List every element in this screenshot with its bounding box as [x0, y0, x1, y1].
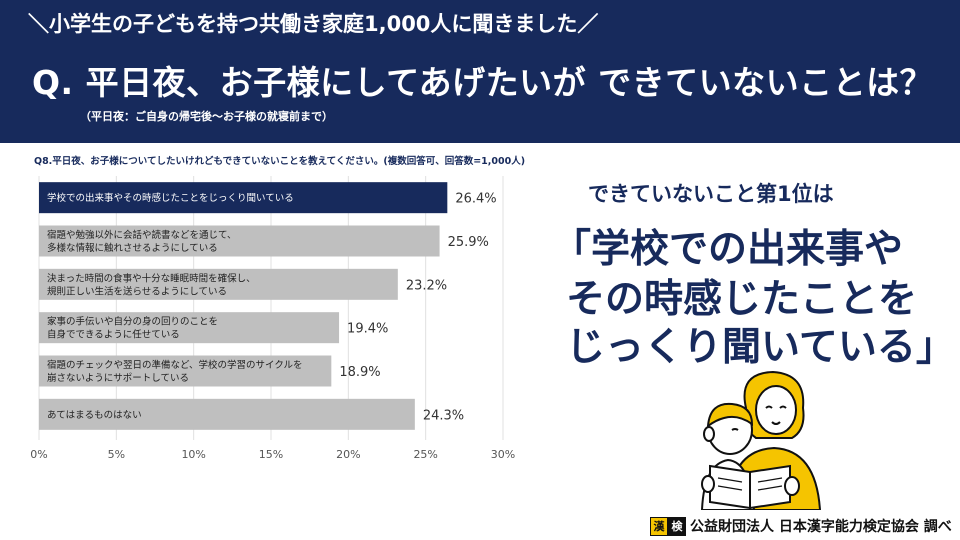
bar	[39, 268, 398, 300]
bar	[39, 398, 415, 430]
category-label: 規則正しい生活を送らせるようにしている	[47, 285, 227, 297]
bar	[39, 312, 340, 344]
x-tick-label: 0%	[30, 448, 47, 461]
bar	[39, 225, 440, 257]
parent-child-reading-illustration	[700, 370, 822, 510]
category-label: 自身でできるように任せている	[47, 329, 180, 341]
value-label: 24.3%	[423, 408, 464, 423]
value-label: 25.9%	[448, 235, 489, 250]
category-label: 宿題や勉強以外に会話や読書などを通じて、	[47, 229, 237, 241]
value-label: 26.4%	[455, 192, 496, 207]
callout-line-2: その時感じたことを	[566, 277, 918, 322]
bar-chart: 0% 5% 10% 15% 20% 25% 30% 学校での出来事やその時感じたことをじっくり…	[30, 176, 515, 461]
x-tick-label: 10%	[181, 448, 205, 461]
header-banner: ＼小学生の子どもを持つ共働き家庭1,000人に聞きました／ Q. 平日夜、お子様…	[0, 0, 960, 143]
category-label: 宿題のチェックや翌日の準備など、学校の学習のサイクルを	[47, 359, 303, 371]
value-label: 19.4%	[347, 322, 388, 337]
credit-text: 公益財団法人 日本漢字能力検定協会 調べ	[690, 519, 952, 535]
x-tick-label: 5%	[108, 448, 125, 461]
category-label: 決まった時間の食事や十分な睡眠時間を確保し、	[47, 272, 256, 284]
category-label: 崩さないようにサポートしている	[47, 372, 189, 384]
kanken-logo: 漢 検	[650, 516, 686, 536]
question-note: （平日夜：ご自身の帰宅後〜お子様の就寝前まで）	[80, 110, 333, 123]
category-label: 学校での出来事やその時感じたことをじっくり聞いている	[47, 192, 294, 204]
category-label: 家事の手伝いや自分の身の回りのことを	[47, 316, 218, 328]
chart-question: Q8.平日夜、お子様についてしたいけれどもできていないことを教えてください。(複…	[34, 156, 526, 167]
bar	[39, 182, 448, 214]
x-tick-label: 30%	[491, 448, 515, 461]
callout-line-1: 「学校での出来事や	[552, 227, 904, 272]
question-title: Q. 平日夜、お子様にしてあげたいが できていないことは？	[32, 63, 934, 102]
callout-line-3: じっくり聞いている」	[566, 325, 955, 370]
logo-char-left: 漢	[650, 516, 668, 536]
survey-line: ＼小学生の子どもを持つ共働き家庭1,000人に聞きました／	[28, 12, 599, 36]
value-label: 23.2%	[406, 278, 447, 293]
value-label: 18.9%	[339, 365, 380, 380]
callout-heading: できていないこと第1位は	[588, 182, 834, 206]
category-label: あてはまるものはない	[47, 410, 142, 421]
x-tick-label: 15%	[259, 448, 283, 461]
category-label: 多様な情報に触れさせるようにしている	[47, 242, 218, 254]
x-tick-label: 20%	[336, 448, 360, 461]
x-tick-label: 25%	[413, 448, 437, 461]
logo-char-right: 検	[668, 516, 686, 536]
source-credit: 漢 検 公益財団法人 日本漢字能力検定協会 調べ	[650, 516, 952, 536]
bar	[39, 355, 332, 387]
